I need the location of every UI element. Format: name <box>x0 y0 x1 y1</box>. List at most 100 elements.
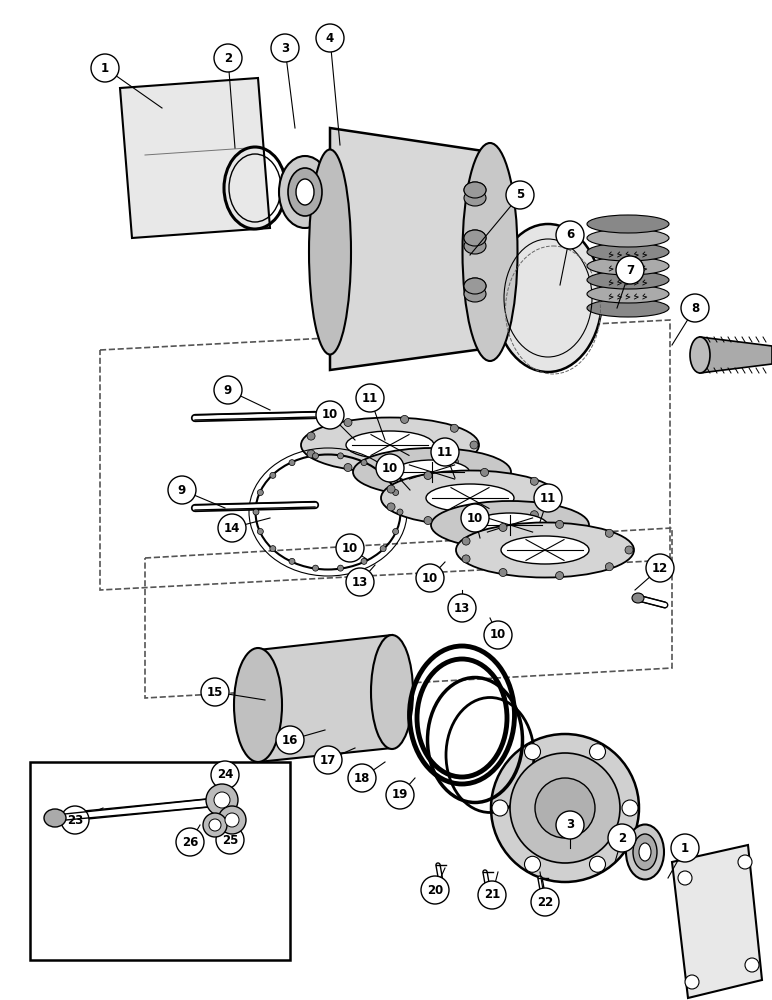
Circle shape <box>550 494 558 502</box>
Circle shape <box>431 438 459 466</box>
Circle shape <box>590 856 605 872</box>
Circle shape <box>530 477 538 485</box>
Circle shape <box>144 210 160 226</box>
Ellipse shape <box>464 286 486 302</box>
Ellipse shape <box>464 190 486 206</box>
Circle shape <box>314 746 342 774</box>
Circle shape <box>313 453 319 459</box>
Ellipse shape <box>587 299 669 317</box>
Circle shape <box>376 454 404 482</box>
Text: 2: 2 <box>618 832 626 844</box>
Text: 18: 18 <box>354 772 371 784</box>
Circle shape <box>616 256 644 284</box>
Text: 19: 19 <box>392 788 408 802</box>
Circle shape <box>524 856 540 872</box>
Circle shape <box>386 781 414 809</box>
Circle shape <box>356 384 384 412</box>
Circle shape <box>316 401 344 429</box>
Ellipse shape <box>426 484 514 512</box>
Circle shape <box>209 819 221 831</box>
Text: 17: 17 <box>320 754 336 766</box>
Circle shape <box>234 94 250 110</box>
Circle shape <box>671 834 699 862</box>
Circle shape <box>556 572 564 580</box>
Circle shape <box>499 569 507 577</box>
Circle shape <box>216 826 244 854</box>
Circle shape <box>556 520 564 528</box>
Circle shape <box>218 514 246 542</box>
Circle shape <box>289 460 295 466</box>
Ellipse shape <box>535 778 595 838</box>
Text: 12: 12 <box>652 562 668 574</box>
Ellipse shape <box>309 149 351 355</box>
Circle shape <box>416 564 444 592</box>
Text: 9: 9 <box>178 484 186 496</box>
Text: 3: 3 <box>566 818 574 832</box>
Circle shape <box>206 784 238 816</box>
Text: 21: 21 <box>484 888 500 902</box>
Circle shape <box>450 458 459 466</box>
Ellipse shape <box>587 243 669 261</box>
Circle shape <box>481 468 489 476</box>
Circle shape <box>348 764 376 792</box>
Ellipse shape <box>456 522 634 578</box>
Polygon shape <box>700 337 772 373</box>
Ellipse shape <box>301 418 479 473</box>
Text: 10: 10 <box>322 408 338 422</box>
Circle shape <box>289 558 295 564</box>
Circle shape <box>316 24 344 52</box>
Circle shape <box>244 204 260 220</box>
Circle shape <box>257 528 263 534</box>
Circle shape <box>625 546 633 554</box>
Ellipse shape <box>491 734 639 882</box>
Text: 3: 3 <box>281 41 289 54</box>
Circle shape <box>450 424 459 432</box>
Circle shape <box>214 44 242 72</box>
Circle shape <box>337 565 344 571</box>
Text: 10: 10 <box>490 629 506 642</box>
Circle shape <box>257 490 263 496</box>
Circle shape <box>361 460 367 466</box>
Ellipse shape <box>464 238 486 254</box>
Ellipse shape <box>234 648 282 762</box>
Circle shape <box>336 534 364 562</box>
Circle shape <box>91 54 119 82</box>
Text: 6: 6 <box>566 229 574 241</box>
Text: 4: 4 <box>326 31 334 44</box>
Ellipse shape <box>381 471 559 526</box>
Circle shape <box>387 503 395 511</box>
Circle shape <box>225 813 239 827</box>
Circle shape <box>337 453 344 459</box>
Circle shape <box>421 876 449 904</box>
Ellipse shape <box>296 179 314 205</box>
Ellipse shape <box>464 182 486 198</box>
Text: 25: 25 <box>222 834 239 846</box>
Circle shape <box>448 594 476 622</box>
Ellipse shape <box>632 593 644 603</box>
Circle shape <box>201 678 229 706</box>
Text: 10: 10 <box>467 512 483 524</box>
Text: 8: 8 <box>691 302 699 314</box>
Circle shape <box>361 558 367 564</box>
Text: 15: 15 <box>207 686 223 698</box>
Polygon shape <box>258 635 392 762</box>
Ellipse shape <box>464 230 486 246</box>
Circle shape <box>556 221 584 249</box>
Circle shape <box>608 824 636 852</box>
Circle shape <box>380 546 386 552</box>
Circle shape <box>214 792 230 808</box>
Circle shape <box>397 509 403 515</box>
Circle shape <box>424 517 432 525</box>
Circle shape <box>524 744 540 760</box>
Circle shape <box>393 528 398 534</box>
Text: 10: 10 <box>422 572 438 584</box>
Circle shape <box>270 472 276 478</box>
Circle shape <box>253 509 259 515</box>
Ellipse shape <box>587 285 669 303</box>
Ellipse shape <box>494 224 602 372</box>
Text: 1: 1 <box>101 62 109 75</box>
Ellipse shape <box>510 753 620 863</box>
Ellipse shape <box>279 156 331 228</box>
Text: 13: 13 <box>454 601 470 614</box>
Text: 7: 7 <box>626 263 634 276</box>
